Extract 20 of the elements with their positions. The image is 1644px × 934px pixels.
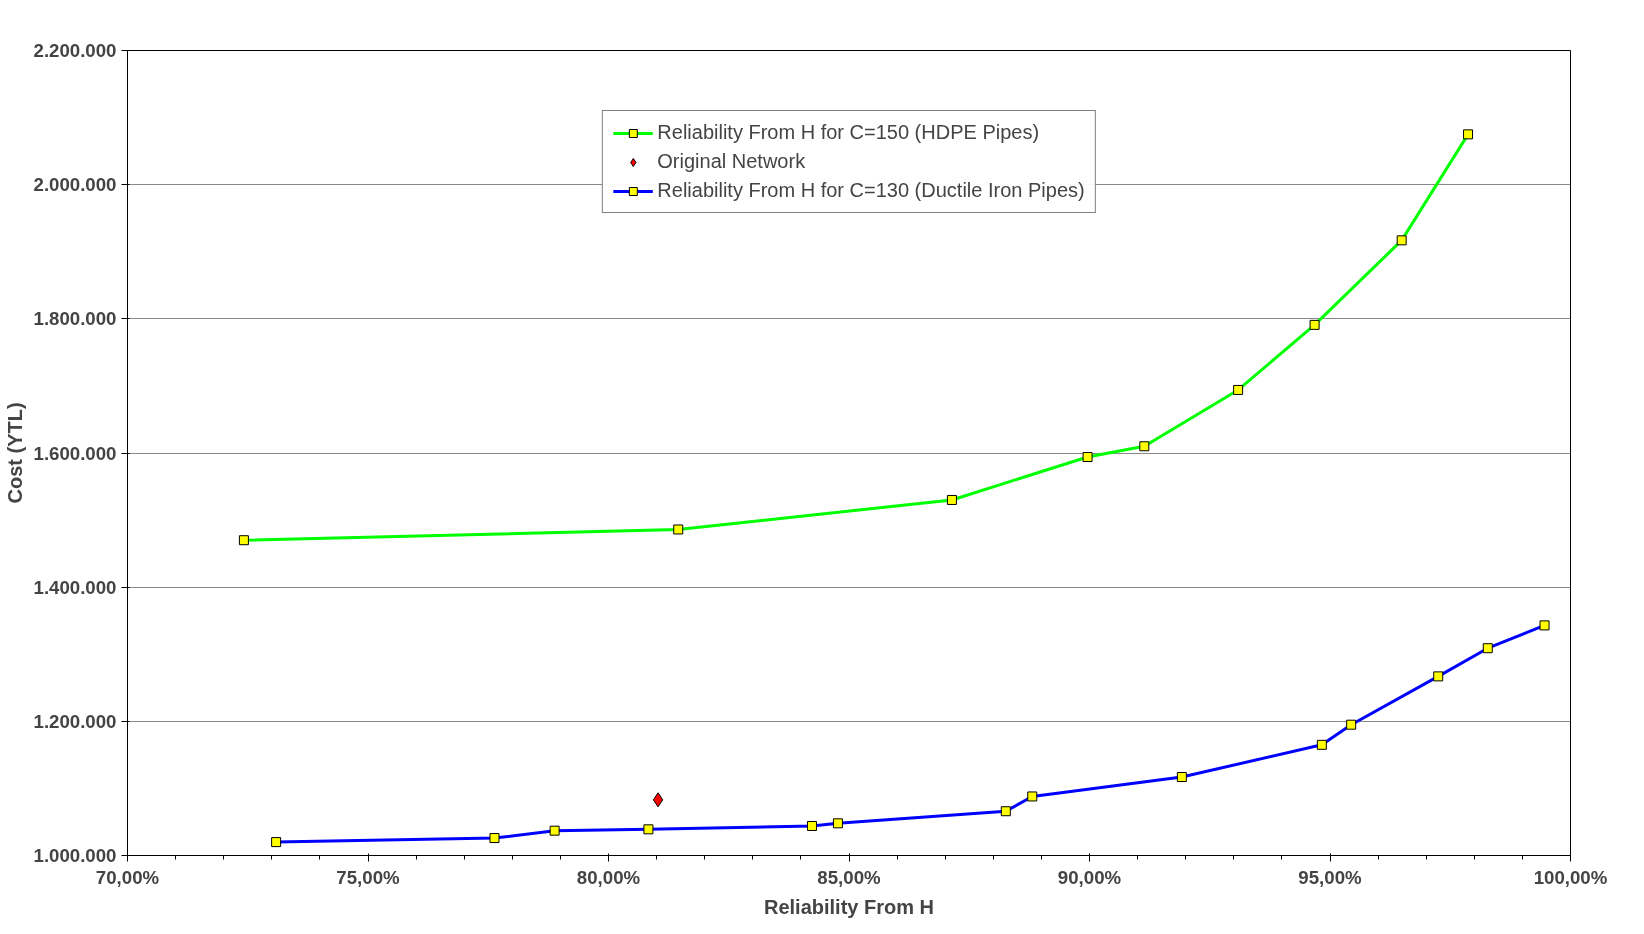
x-tick-label: 85,00%	[817, 866, 882, 888]
x-axis-title: Reliability From H	[763, 895, 935, 918]
y-tick-label: 1.000.000	[33, 845, 117, 866]
y-tick-label: 1.400.000	[33, 576, 117, 598]
y-axis-title: Cost (YTL)	[3, 402, 26, 504]
x-tick-label: 95,00%	[1298, 866, 1363, 888]
point	[652, 792, 664, 808]
y-tick-label: 1.800.000	[33, 308, 117, 330]
y-tick-label: 2.200.000	[33, 40, 117, 61]
y-tick-label: 1.600.000	[33, 442, 117, 464]
x-tick-label: 90,00%	[1057, 866, 1122, 888]
x-tick-label: 75,00%	[336, 866, 401, 888]
x-tick-label: 80,00%	[576, 866, 641, 888]
x-tick-label: 70,00%	[95, 866, 160, 888]
y-tick-label: 1.200.000	[33, 710, 117, 732]
legend-label: Original Network	[657, 150, 806, 173]
y-tick-label: 2.000.000	[33, 174, 117, 196]
legend-label: Reliability From H for C=150 (HDPE Pipes)	[657, 121, 1040, 144]
legend-label: Reliability From H for C=130 (Ductile Iron Pipes)	[657, 179, 1085, 202]
x-tick-label: 100,00%	[1533, 866, 1608, 888]
